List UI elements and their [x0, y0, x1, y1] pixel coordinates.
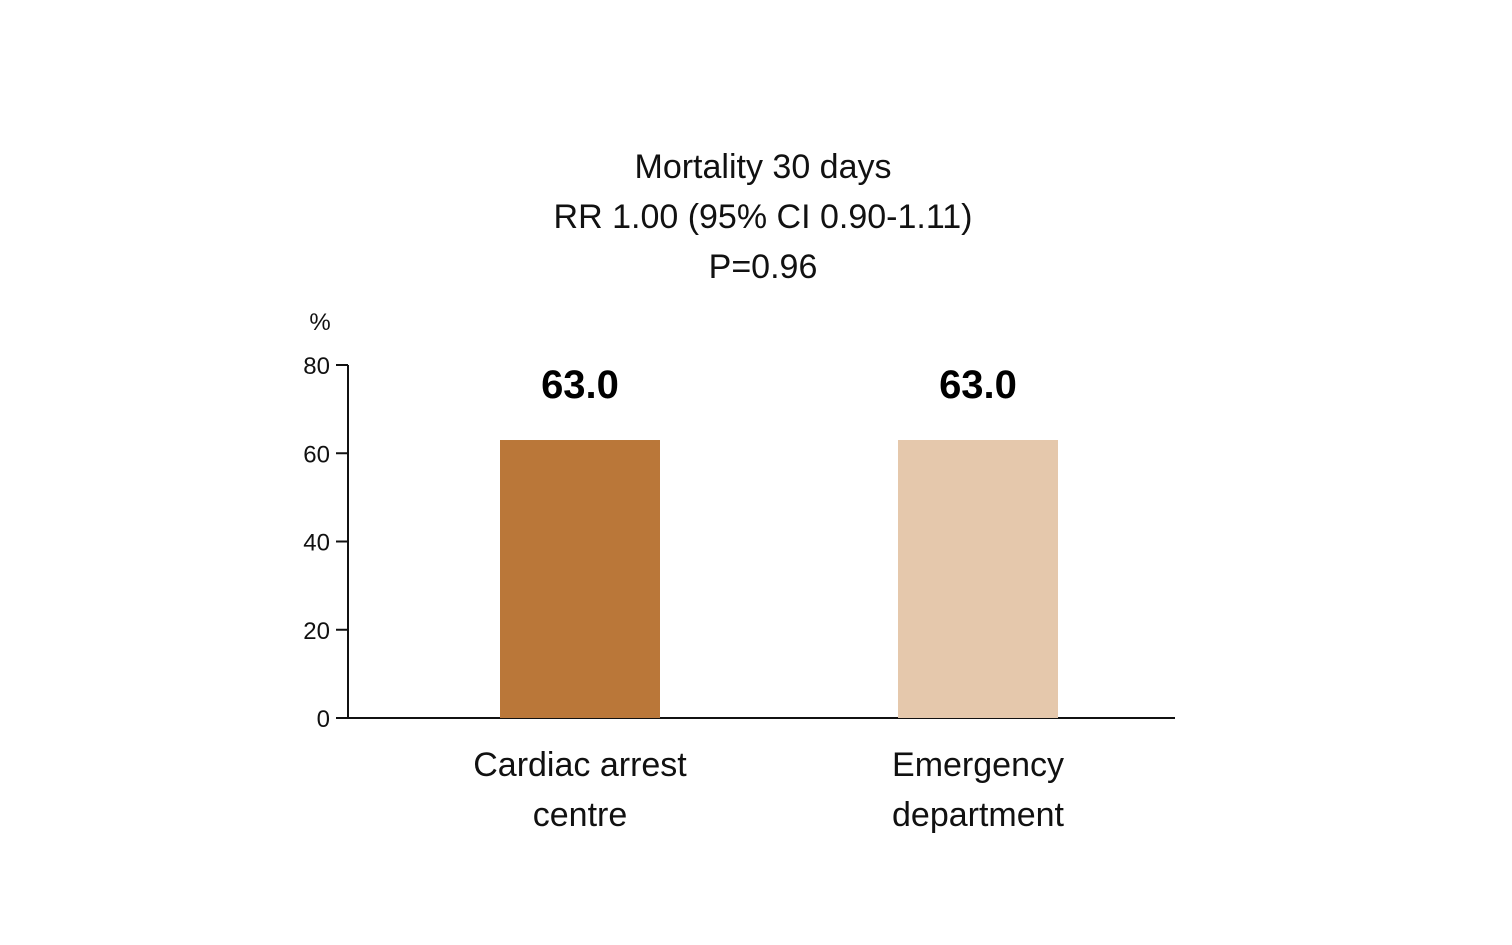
chart-title-line: Mortality 30 days: [635, 148, 892, 186]
x-category-label: department: [892, 796, 1065, 834]
data-labels: 63.0 63.0: [541, 363, 1017, 407]
y-tick-label: 40: [303, 530, 330, 557]
chart-title: Mortality 30 days RR 1.00 (95% CI 0.90-1.…: [554, 148, 973, 286]
category-labels: Cardiac arrest centre Emergency department: [473, 746, 1064, 834]
x-category-label: Emergency: [892, 746, 1064, 784]
bar: [898, 440, 1058, 718]
y-tick-label: 0: [317, 706, 330, 733]
chart-title-line: RR 1.00 (95% CI 0.90-1.11): [554, 198, 973, 236]
x-category-label: centre: [533, 796, 628, 834]
bar: [500, 440, 660, 718]
x-category-label: Cardiac arrest: [473, 746, 687, 784]
chart-title-line: P=0.96: [709, 248, 818, 286]
bars: [500, 440, 1058, 718]
y-tick-label: 20: [303, 618, 330, 645]
y-axis-unit-label: %: [309, 309, 330, 336]
y-tick-label: 60: [303, 441, 330, 468]
y-tick-label: 80: [303, 353, 330, 380]
bar-value-label: 63.0: [541, 363, 619, 407]
bar-value-label: 63.0: [939, 363, 1017, 407]
